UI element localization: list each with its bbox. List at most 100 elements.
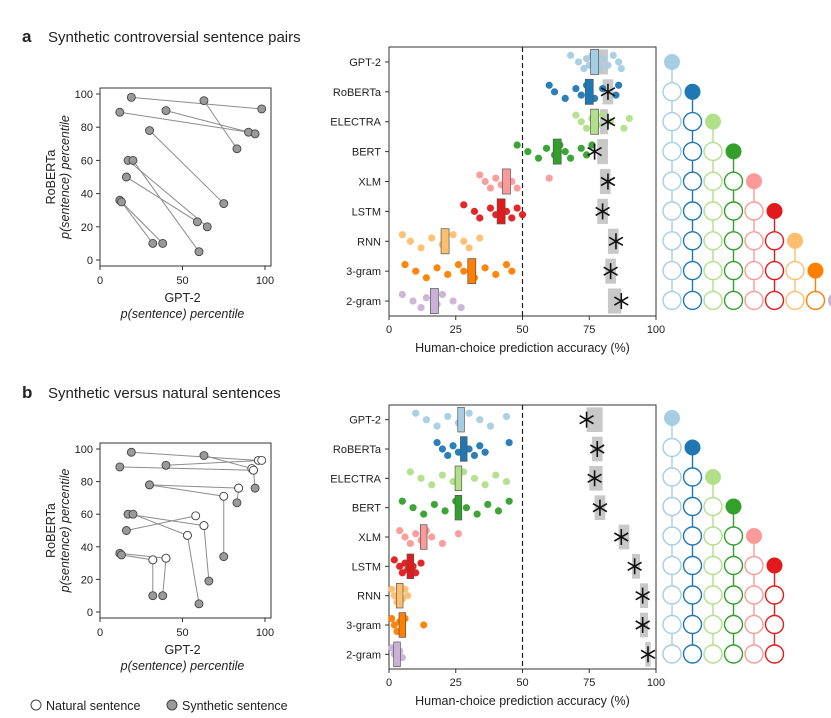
pair-line [131, 451, 259, 461]
model-label: 3-gram [346, 620, 381, 632]
subject-accuracy-dot [409, 504, 417, 512]
subject-accuracy-dot [412, 530, 420, 538]
x-tick-label: 100 [647, 324, 665, 336]
model-mean-box [457, 406, 465, 433]
matrix-comparison-node [703, 231, 723, 251]
model-label: 2-gram [346, 296, 381, 308]
subject-accuracy-dot [454, 530, 463, 538]
model-star-marker [592, 499, 608, 516]
pair-line [131, 96, 262, 110]
matrix-comparison-node [662, 260, 682, 281]
synthetic-sentence-point [194, 247, 204, 257]
matrix-comparison-node [662, 437, 682, 458]
model-mean-box [420, 524, 428, 550]
matrix-comparison-node [764, 231, 785, 251]
matrix-comparison-node [703, 526, 723, 546]
subject-accuracy-dot [620, 124, 628, 132]
pair-line [165, 459, 262, 466]
matrix-comparison-node [764, 614, 785, 635]
matrix-comparison-node [682, 496, 703, 517]
model-mean-box [584, 78, 594, 105]
natural-sentence-point [219, 491, 229, 501]
x-tick-label: 25 [450, 324, 462, 336]
matrix-comparison-node [744, 555, 764, 576]
model-label: 3-gram [346, 266, 381, 278]
matrix-comparison-node [764, 585, 785, 605]
model-mean-box [590, 108, 599, 135]
matrix-model-node [664, 410, 680, 426]
subject-accuracy-dot [617, 64, 625, 73]
legend: Natural sentence Synthetic sentence [30, 699, 288, 713]
subject-accuracy-dot [476, 234, 484, 242]
y-tick-label: 100 [75, 89, 93, 101]
y-tick-label: 80 [81, 477, 93, 489]
x-axis-label: GPT-2 [164, 291, 200, 305]
subject-accuracy-dot [438, 445, 446, 453]
pair-line [132, 513, 188, 536]
subject-accuracy-dot [406, 468, 414, 476]
matrix-comparison-node [703, 585, 723, 605]
subject-accuracy-dot [572, 111, 580, 119]
y-axis-label: RoBERTa [44, 503, 58, 558]
pair-line [149, 130, 225, 204]
x-tick-label: 100 [256, 627, 274, 639]
model-label: RoBERTa [333, 444, 382, 456]
matrix-comparison-node [682, 290, 703, 311]
pair-line [186, 535, 200, 604]
natural-sentence-point [161, 553, 171, 563]
pair-line [149, 484, 224, 497]
model-mean-box [430, 288, 439, 314]
scatter-frame [99, 442, 272, 619]
subject-accuracy-dot [534, 154, 543, 162]
noise-ceiling-band [607, 228, 619, 254]
model-label: XLM [358, 532, 381, 544]
subject-accuracy-dot [460, 237, 468, 245]
model-star-marker [600, 113, 616, 130]
subject-accuracy-dot [449, 297, 457, 305]
model-mean-box [398, 612, 407, 638]
matrix-comparison-node [662, 290, 682, 311]
matrix-comparison-node [662, 555, 682, 576]
subject-accuracy-dot [454, 260, 463, 269]
subject-accuracy-dot [577, 144, 585, 152]
matrix-comparison-node [723, 260, 744, 281]
subject-accuracy-dot [444, 412, 452, 421]
subject-accuracy-dot [460, 201, 468, 209]
matrix-comparison-node [682, 644, 703, 664]
subject-accuracy-dot [422, 294, 430, 302]
y-tick-label: 100 [75, 444, 93, 456]
matrix-comparison-node [703, 644, 723, 664]
subject-accuracy-dot [566, 154, 575, 162]
legend-synthetic-marker [166, 699, 178, 711]
subject-accuracy-dot [433, 438, 441, 447]
matrix-comparison-node [764, 260, 785, 281]
subject-accuracy-dot [625, 114, 633, 123]
panel-b-title: Synthetic versus natural sentences [48, 385, 281, 402]
subject-accuracy-dot [406, 237, 414, 245]
matrix-comparison-node [682, 231, 703, 251]
model-star-marker [589, 441, 605, 457]
model-mean-box [467, 258, 477, 285]
star-stroke [600, 117, 616, 127]
synthetic-sentence-point [115, 107, 125, 117]
subject-accuracy-dot [604, 61, 612, 69]
subject-accuracy-dot [505, 438, 513, 447]
matrix-model-node [725, 143, 742, 160]
panel-b-scatter: 0 50 100 0 20 40 60 80 100 GPT-2 p(sentence) perce… [44, 442, 274, 673]
x-tick-label: 50 [176, 275, 188, 287]
subject-accuracy-dot [473, 510, 481, 518]
y-tick-label: 80 [81, 122, 93, 134]
subject-accuracy-dot [428, 234, 436, 242]
subject-accuracy-dot [398, 497, 406, 505]
y-tick-label: 60 [81, 509, 93, 521]
natural-sentence-point [248, 465, 258, 475]
matrix-model-node [705, 469, 721, 485]
synthetic-sentence-point [128, 509, 138, 519]
subject-accuracy-dot [599, 55, 607, 63]
synthetic-sentence-point [161, 460, 171, 470]
x-tick-label: 75 [583, 324, 595, 336]
matrix-comparison-node [703, 260, 723, 281]
model-label: 2-gram [346, 649, 381, 661]
matrix-model-node [766, 203, 783, 219]
